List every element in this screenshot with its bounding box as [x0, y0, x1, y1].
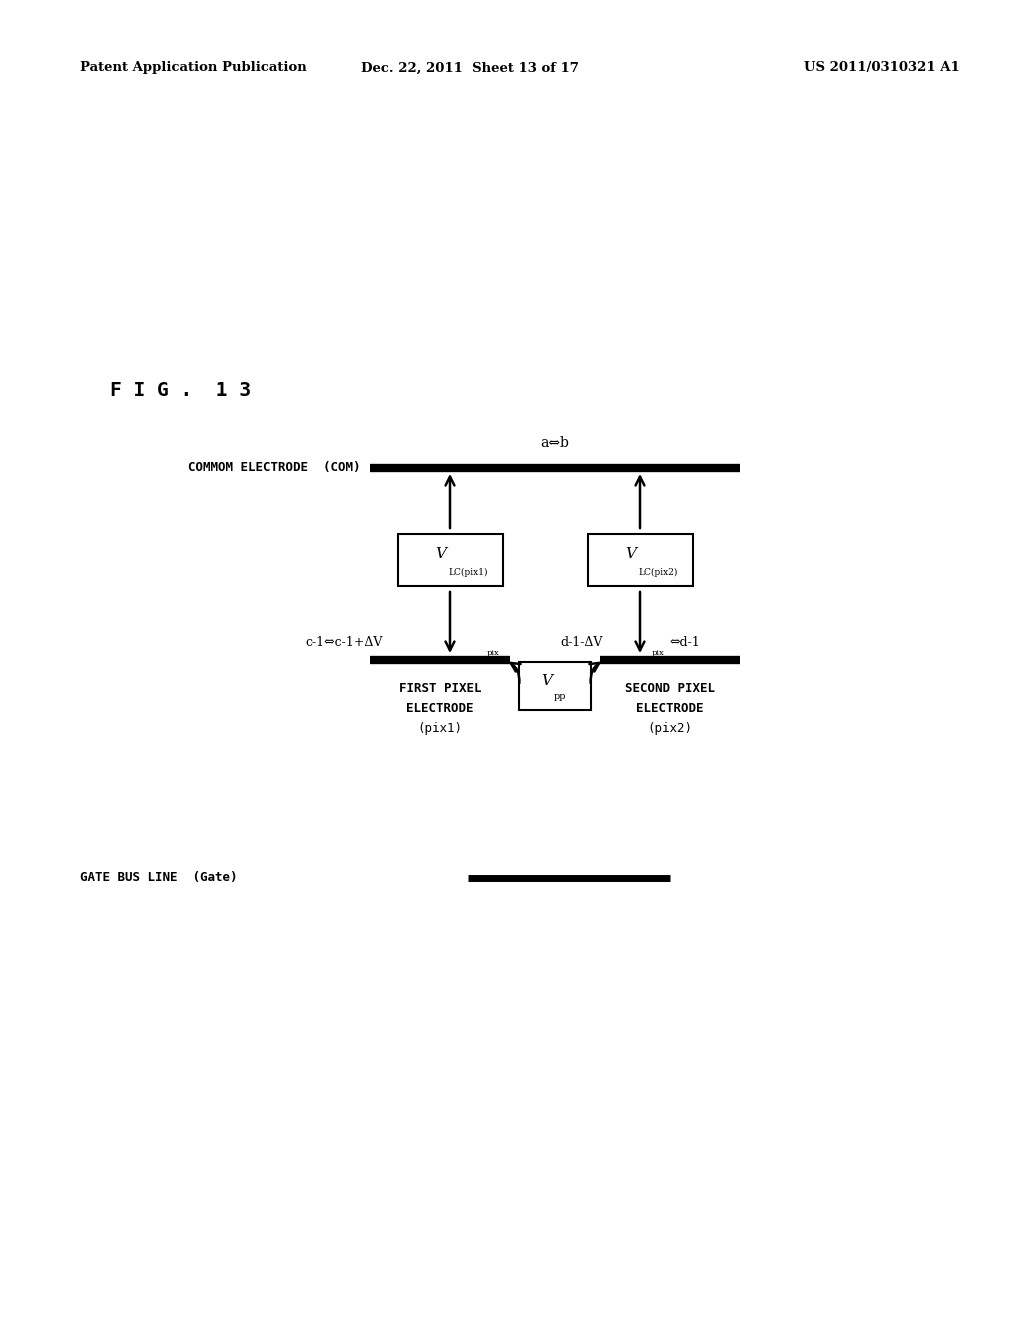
Text: (pix2): (pix2): [647, 722, 692, 735]
Text: c-1⇔c-1+ΔV: c-1⇔c-1+ΔV: [305, 635, 382, 648]
Text: V: V: [625, 546, 636, 561]
FancyBboxPatch shape: [397, 535, 503, 586]
Text: ELECTRODE: ELECTRODE: [636, 702, 703, 715]
Text: Dec. 22, 2011  Sheet 13 of 17: Dec. 22, 2011 Sheet 13 of 17: [361, 62, 579, 74]
Text: GATE BUS LINE  (Gate): GATE BUS LINE (Gate): [80, 871, 238, 884]
Text: FIRST PIXEL: FIRST PIXEL: [398, 682, 481, 696]
Text: US 2011/0310321 A1: US 2011/0310321 A1: [804, 62, 961, 74]
Text: d-1-ΔV: d-1-ΔV: [560, 635, 602, 648]
FancyBboxPatch shape: [519, 663, 591, 710]
Text: Patent Application Publication: Patent Application Publication: [80, 62, 307, 74]
Text: (pix1): (pix1): [418, 722, 463, 735]
Text: ⇔d-1: ⇔d-1: [670, 635, 700, 648]
Text: ELECTRODE: ELECTRODE: [407, 702, 474, 715]
Text: pp: pp: [554, 692, 566, 701]
Text: V: V: [435, 546, 446, 561]
Text: LC(pix1): LC(pix1): [449, 568, 487, 577]
Text: pix: pix: [652, 649, 665, 657]
Text: a⇔b: a⇔b: [541, 436, 569, 450]
FancyBboxPatch shape: [588, 535, 692, 586]
Text: F I G .  1 3: F I G . 1 3: [110, 380, 251, 400]
Text: LC(pix2): LC(pix2): [638, 568, 677, 577]
Text: COMMOM ELECTRODE  (COM): COMMOM ELECTRODE (COM): [187, 462, 360, 474]
Text: SECOND PIXEL: SECOND PIXEL: [625, 682, 715, 696]
Text: pix: pix: [487, 649, 500, 657]
Text: V: V: [541, 675, 552, 688]
